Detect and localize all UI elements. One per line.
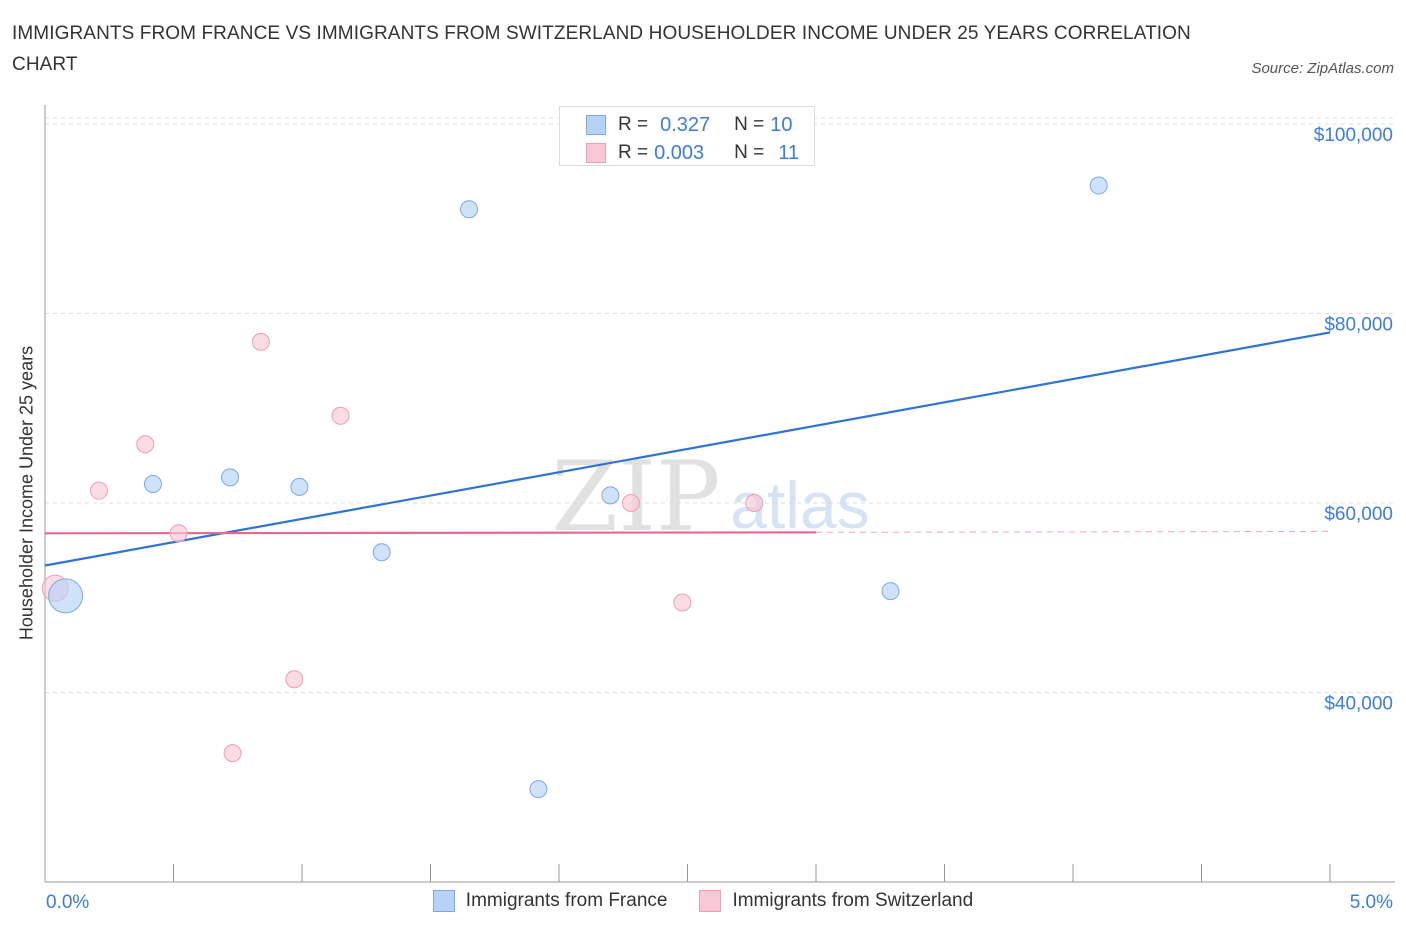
legend-row-switzerland: R = 0.003 N = 11	[586, 141, 799, 165]
legend-r-label: R =	[618, 114, 649, 135]
point-switzerland	[331, 406, 350, 425]
point-switzerland	[89, 481, 108, 500]
legend-box: R = 0.327 N = 10 R = 0.003 N = 11	[559, 106, 815, 166]
series-legend-france[interactable]: Immigrants from France	[432, 890, 668, 912]
series-label-france: Immigrants from France	[465, 890, 668, 911]
x-tick-label: 5.0%	[1350, 892, 1393, 913]
point-france	[48, 578, 84, 614]
trend-line-switzerland	[44, 531, 817, 535]
point-switzerland	[621, 493, 640, 512]
legend-n-value: 10	[770, 113, 793, 136]
point-switzerland	[285, 670, 304, 689]
point-france	[290, 477, 309, 496]
series-legend: Immigrants from France Immigrants from S…	[0, 890, 1406, 912]
point-switzerland	[136, 435, 155, 454]
legend-r-value: 0.327	[660, 113, 711, 136]
point-france	[529, 780, 548, 799]
axes	[44, 105, 1395, 883]
legend-n-value: 11	[778, 141, 799, 164]
series-legend-switzerland[interactable]: Immigrants from Switzerland	[699, 890, 973, 912]
trend-line-france	[44, 331, 1331, 567]
series-label-switzerland: Immigrants from Switzerland	[732, 890, 974, 911]
point-switzerland	[251, 332, 270, 351]
tick-labels: $40,000 $60,000 $80,000 $100,000 0.0% 5.0%	[46, 125, 1393, 913]
y-tick-label: $40,000	[1324, 693, 1393, 714]
point-switzerland	[169, 524, 188, 543]
y-tick-label: $100,000	[1314, 125, 1393, 146]
legend-n-label: N =	[734, 114, 765, 135]
legend-swatch-france	[586, 115, 606, 135]
point-france	[372, 543, 391, 562]
point-france	[601, 486, 620, 505]
series-swatch-switzerland	[699, 890, 722, 912]
point-switzerland	[223, 744, 242, 763]
point-switzerland	[745, 493, 764, 512]
y-tick-label: $80,000	[1324, 314, 1393, 335]
series-swatch-france	[432, 890, 455, 912]
legend-r-value: 0.003	[654, 141, 705, 164]
point-france	[1089, 176, 1108, 195]
grid	[45, 117, 1395, 693]
x-tick-label: 0.0%	[46, 892, 89, 913]
legend-r-label: R =	[618, 142, 649, 163]
legend-row-france: R = 0.327 N = 10	[586, 113, 792, 137]
source-label: Source: ZipAtlas.com	[1251, 60, 1394, 77]
point-france	[143, 475, 162, 494]
watermark: ZIP atlas	[551, 441, 869, 553]
point-switzerland	[673, 593, 692, 612]
y-axis-label: Householder Income Under 25 years	[16, 345, 37, 641]
y-tick-label: $60,000	[1324, 504, 1393, 525]
point-france	[881, 582, 900, 601]
legend-swatch-switzerland	[586, 143, 606, 163]
trend-line-switzerland-extension	[815, 530, 1331, 533]
data-points	[41, 176, 1108, 799]
point-france	[460, 200, 479, 219]
chart-title: IMMIGRANTS FROM FRANCE VS IMMIGRANTS FRO…	[12, 23, 1191, 75]
legend-n-label: N =	[734, 142, 765, 163]
point-france	[221, 468, 240, 487]
